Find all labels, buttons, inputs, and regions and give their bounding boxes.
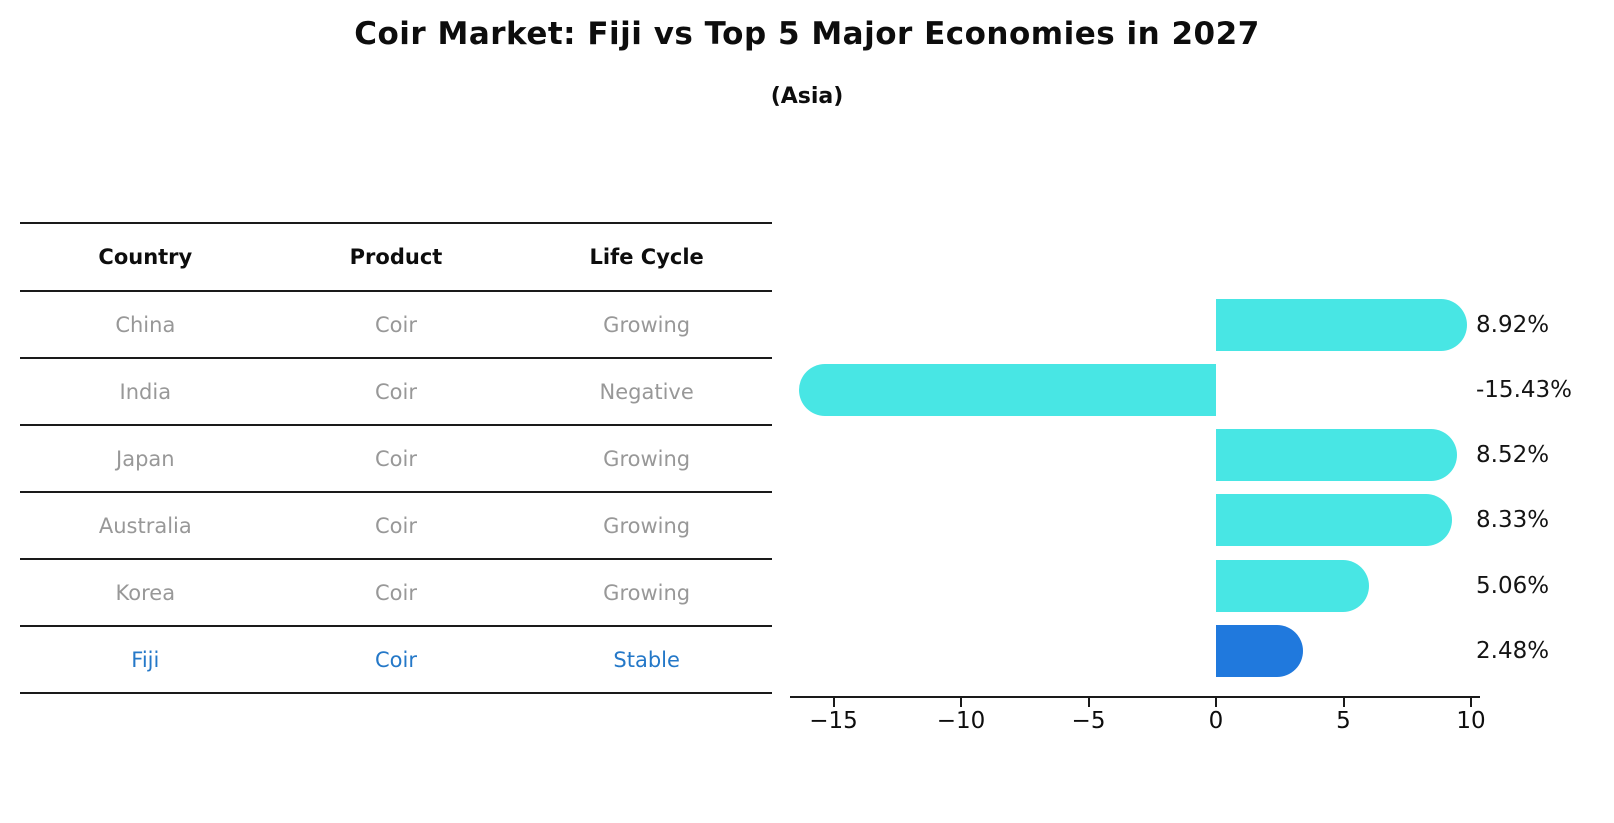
table-row-india: India Coir Negative (20, 358, 772, 426)
page-title: Coir Market: Fiji vs Top 5 Major Economi… (354, 16, 1260, 52)
x-axis-tick (1087, 698, 1090, 707)
x-axis-tick (1215, 698, 1217, 707)
cell-country: Japan (20, 425, 271, 493)
x-axis-tick-label: 10 (1456, 708, 1486, 734)
bar-japan (1216, 429, 1458, 481)
page-subtitle: (Asia) (770, 84, 844, 109)
cell-country: India (20, 358, 271, 426)
column-header-life-cycle: Life Cycle (521, 223, 772, 292)
table-row-china: China Coir Growing (20, 291, 772, 359)
value-label-australia: 8.33% (1476, 507, 1550, 533)
value-label-japan: 8.52% (1476, 442, 1550, 468)
x-axis-tick-label: 5 (1336, 708, 1351, 734)
cell-life-cycle: Stable (521, 626, 772, 694)
x-axis-tick (1342, 698, 1345, 707)
cell-life-cycle: Growing (521, 492, 772, 560)
cell-product: Coir (270, 492, 522, 560)
table-row-fiji: Fiji Coir Stable (20, 626, 772, 694)
table-header-row: Country Product Life Cycle (20, 223, 772, 292)
x-axis-tick-label: −15 (809, 708, 858, 734)
cell-country: Fiji (20, 626, 271, 694)
column-header-product: Product (270, 223, 522, 292)
bar-india (798, 364, 1216, 416)
x-axis-tick (832, 698, 835, 707)
value-label-korea: 5.06% (1476, 573, 1550, 599)
cell-product: Coir (270, 626, 522, 694)
table-row-australia: Australia Coir Growing (20, 492, 772, 560)
cell-country: Australia (20, 492, 271, 560)
cell-country: China (20, 291, 271, 359)
x-axis-line (790, 696, 1480, 698)
bar-australia (1216, 494, 1453, 546)
x-axis-tick-label: −5 (1071, 708, 1106, 734)
comparison-table: Country Product Life Cycle China Coir Gr… (20, 222, 772, 694)
x-axis-tick-label: 0 (1208, 708, 1224, 734)
table-row-japan: Japan Coir Growing (20, 425, 772, 493)
bar-china (1216, 299, 1468, 351)
x-axis-tick (1470, 698, 1472, 707)
x-axis-tick (960, 698, 962, 707)
cell-country: Korea (20, 559, 271, 627)
x-axis-tick-label: −10 (936, 708, 986, 734)
table-row-korea: Korea Coir Growing (20, 559, 772, 627)
cell-life-cycle: Negative (521, 358, 772, 426)
cell-life-cycle: Growing (521, 425, 772, 493)
value-label-india: -15.43% (1476, 377, 1572, 403)
cell-life-cycle: Growing (521, 291, 772, 359)
value-label-fiji: 2.48% (1476, 638, 1550, 664)
cell-product: Coir (270, 358, 522, 426)
value-label-china: 8.92% (1476, 312, 1550, 338)
cell-product: Coir (270, 291, 522, 359)
column-header-country: Country (20, 223, 271, 292)
bar-korea (1216, 560, 1370, 612)
cell-product: Coir (270, 425, 522, 493)
bar-fiji (1216, 625, 1304, 677)
cell-life-cycle: Growing (521, 559, 772, 627)
cell-product: Coir (270, 559, 522, 627)
